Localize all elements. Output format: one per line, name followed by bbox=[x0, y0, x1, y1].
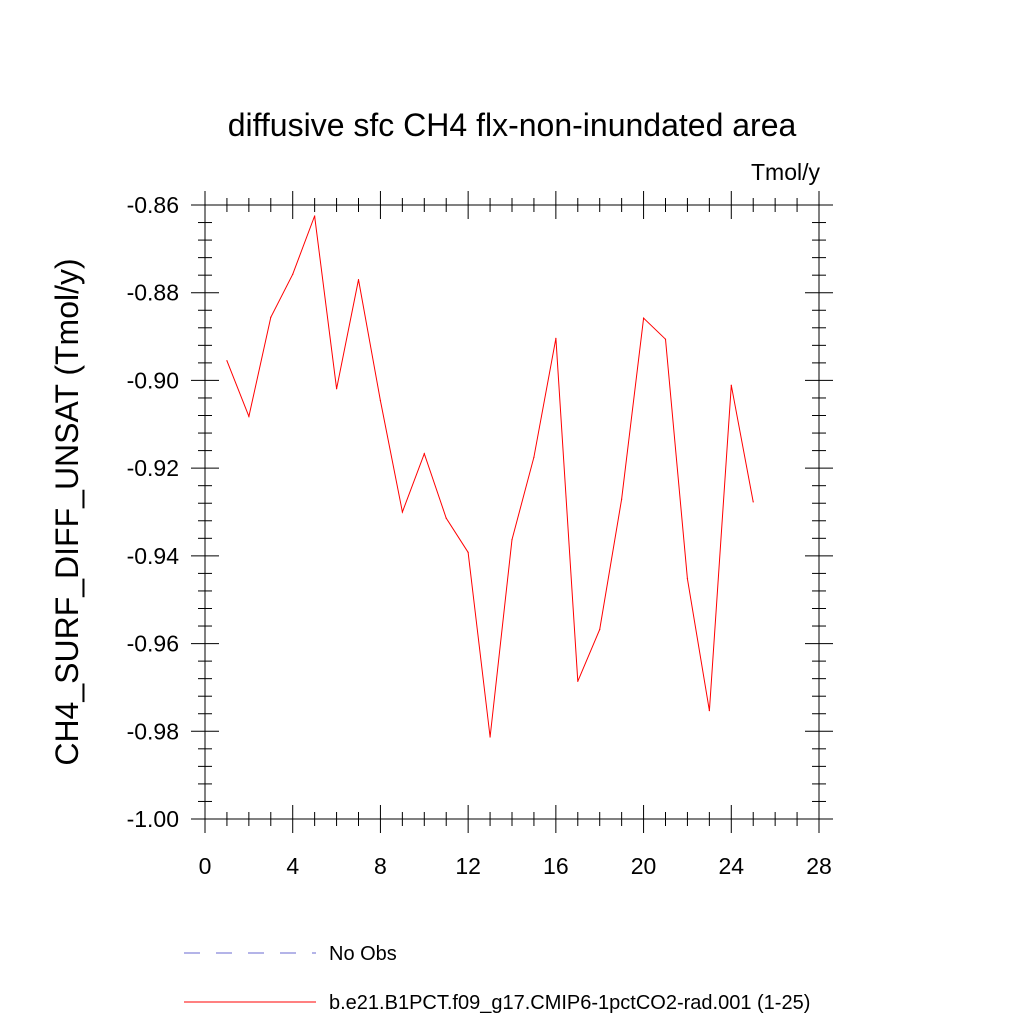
data-point bbox=[379, 400, 382, 402]
data-point bbox=[248, 415, 250, 417]
y-axis-label: CH4_SURF_DIFF_UNSAT (Tmol/y) bbox=[49, 258, 85, 765]
series-line bbox=[226, 215, 754, 738]
legend-label-model: b.e21.B1PCT.f09_g17.CMIP6-1pctCO2-rad.00… bbox=[329, 992, 810, 1014]
series-layer bbox=[226, 215, 754, 738]
y-tick-label: -0.90 bbox=[127, 367, 179, 393]
x-tick-label: 12 bbox=[455, 853, 481, 879]
legend-label-no-obs: No Obs bbox=[329, 943, 397, 965]
y-tick-label: -0.92 bbox=[127, 455, 179, 481]
data-point bbox=[270, 316, 272, 318]
y-tick-label: -0.96 bbox=[127, 631, 179, 657]
y-tick-label: -0.98 bbox=[127, 718, 179, 744]
tick-labels: 0 4 8 12 16 20 24 28 -1.00 -0.98 -0.96 -0.94 -0.92 -0… bbox=[127, 192, 832, 879]
data-point bbox=[555, 337, 557, 339]
data-point bbox=[533, 456, 535, 458]
y-tick-label: -1.00 bbox=[127, 806, 179, 832]
data-point bbox=[730, 384, 732, 386]
units-label: Tmol/y bbox=[751, 159, 821, 185]
tick-marks bbox=[191, 191, 833, 833]
x-tick-label: 16 bbox=[543, 853, 569, 879]
x-tick-label: 28 bbox=[806, 853, 832, 879]
y-tick-label: -0.86 bbox=[127, 192, 179, 218]
data-point bbox=[642, 317, 645, 319]
data-point bbox=[292, 273, 294, 275]
data-point bbox=[445, 517, 447, 519]
data-point bbox=[226, 360, 228, 362]
data-point bbox=[423, 453, 425, 455]
y-tick-label: -0.94 bbox=[127, 543, 180, 569]
data-point bbox=[335, 388, 338, 390]
data-point bbox=[577, 680, 579, 682]
data-point bbox=[599, 628, 601, 631]
data-point bbox=[621, 498, 623, 500]
data-point bbox=[708, 710, 710, 712]
x-tick-label: 0 bbox=[199, 853, 212, 879]
x-tick-label: 8 bbox=[374, 853, 387, 879]
data-point bbox=[467, 551, 469, 553]
plot-frame bbox=[204, 204, 820, 820]
x-tick-label: 24 bbox=[718, 853, 744, 879]
chart-title: diffusive sfc CH4 flx-non-inundated area bbox=[228, 107, 797, 143]
legend: No Obs b.e21.B1PCT.f09_g17.CMIP6-1pctCO2… bbox=[184, 943, 810, 1014]
data-point bbox=[752, 501, 754, 503]
data-point bbox=[511, 539, 513, 541]
x-tick-label: 4 bbox=[286, 853, 299, 879]
x-tick-label: 20 bbox=[631, 853, 657, 879]
y-tick-label: -0.88 bbox=[127, 280, 179, 306]
data-point bbox=[686, 578, 689, 580]
data-point bbox=[489, 736, 491, 738]
data-point bbox=[357, 278, 360, 281]
data-point bbox=[664, 338, 667, 340]
data-point bbox=[401, 511, 403, 513]
data-point bbox=[314, 215, 316, 217]
